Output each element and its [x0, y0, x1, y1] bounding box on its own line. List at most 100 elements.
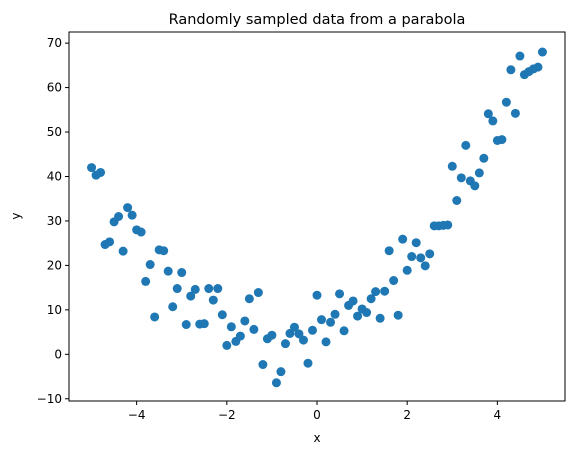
data-point	[330, 309, 340, 319]
x-tick-label: 2	[403, 408, 411, 422]
data-point	[326, 317, 336, 327]
y-tick-label: 40	[47, 169, 62, 183]
data-point	[168, 302, 178, 312]
y-tick-label: 0	[54, 347, 62, 361]
x-tick-label: −2	[218, 408, 236, 422]
data-point	[398, 234, 408, 244]
plot-area-frame	[68, 31, 566, 402]
data-point	[123, 203, 133, 213]
y-tick-label: 10	[47, 303, 62, 317]
y-tick-label: 20	[47, 258, 62, 272]
data-point	[172, 284, 182, 294]
x-tick-label: −4	[128, 408, 146, 422]
data-point	[393, 310, 403, 320]
data-point	[96, 167, 106, 177]
data-point	[217, 310, 227, 320]
data-point	[317, 315, 327, 325]
data-point	[402, 265, 412, 275]
data-point	[452, 196, 462, 205]
data-point	[416, 253, 426, 263]
data-point	[389, 276, 399, 286]
x-axis-ticks: −4 −2 0 2 4	[128, 401, 501, 422]
x-tick-label: 0	[313, 408, 321, 422]
data-point	[150, 312, 160, 322]
data-point	[271, 378, 281, 388]
x-tick-label: 4	[494, 408, 502, 422]
data-point	[280, 339, 290, 349]
data-point	[298, 335, 308, 345]
data-point	[375, 313, 385, 323]
data-point	[483, 109, 493, 119]
data-point	[127, 210, 137, 220]
data-point	[339, 326, 349, 336]
data-point	[145, 260, 155, 270]
data-point	[240, 316, 250, 326]
data-point	[267, 330, 277, 340]
data-point	[312, 290, 322, 300]
data-point	[470, 181, 480, 191]
data-point	[285, 328, 295, 338]
data-point	[335, 289, 345, 299]
y-tick-label: 60	[47, 81, 62, 95]
y-tick-label: 30	[47, 214, 62, 228]
data-point	[501, 97, 511, 107]
data-point	[177, 268, 187, 278]
data-point	[371, 287, 381, 297]
data-point	[159, 246, 169, 256]
data-point	[253, 288, 263, 298]
data-point	[353, 311, 363, 321]
data-point	[190, 284, 200, 294]
data-point	[204, 284, 214, 294]
data-point	[456, 173, 466, 183]
data-point	[411, 238, 421, 248]
data-point	[510, 108, 520, 118]
data-point	[443, 220, 453, 230]
data-point	[222, 340, 232, 350]
data-point	[181, 320, 191, 330]
chart-title: Randomly sampled data from a parabola	[169, 12, 466, 28]
data-point	[362, 308, 372, 318]
data-point	[208, 295, 218, 305]
y-tick-label: −10	[37, 392, 62, 406]
data-point	[249, 324, 259, 334]
data-point	[114, 212, 124, 221]
data-point	[407, 252, 417, 262]
data-point	[199, 319, 209, 329]
data-point	[244, 294, 254, 304]
data-point	[294, 329, 304, 339]
data-point	[105, 237, 115, 247]
data-point	[420, 261, 430, 271]
data-point	[497, 135, 507, 145]
data-point	[380, 286, 390, 296]
data-point	[307, 325, 317, 335]
data-point	[425, 249, 435, 259]
data-point	[276, 367, 286, 377]
data-point	[479, 153, 489, 163]
data-point	[235, 331, 245, 341]
data-point	[136, 227, 146, 237]
y-tick-label: 70	[47, 36, 62, 50]
data-point	[303, 358, 313, 368]
data-point	[321, 337, 331, 347]
data-point	[289, 322, 299, 332]
data-point	[366, 294, 376, 304]
data-point	[533, 62, 543, 72]
data-point	[348, 296, 358, 306]
data-point	[258, 360, 268, 370]
y-axis-label: y	[9, 212, 23, 219]
data-point	[186, 291, 196, 301]
data-point	[506, 65, 516, 75]
y-tick-label: 50	[47, 125, 62, 139]
data-point	[537, 47, 547, 57]
data-point	[461, 140, 471, 150]
data-point	[488, 116, 498, 126]
data-point	[226, 322, 236, 332]
data-point	[474, 168, 484, 178]
data-point	[163, 266, 173, 276]
y-axis-ticks: −10 0 10 20 30 40 50 60 70	[37, 36, 69, 406]
data-point	[384, 246, 394, 256]
data-point	[447, 161, 457, 171]
data-point	[87, 163, 97, 173]
data-point	[118, 246, 128, 256]
